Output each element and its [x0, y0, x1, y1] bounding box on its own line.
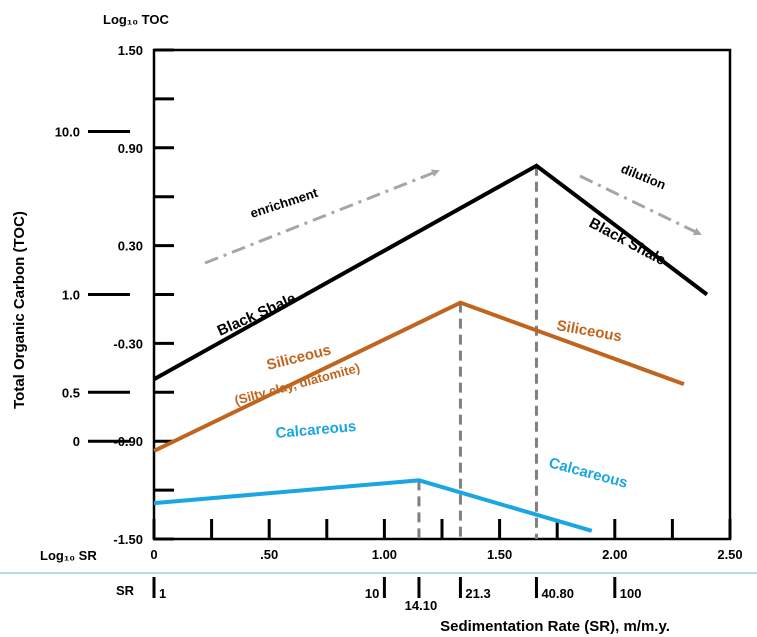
dilution-label: dilution — [619, 161, 668, 193]
series-line-black-shale — [153, 163, 709, 382]
x-axis-header: Log₁₀ SR — [40, 548, 97, 563]
sr-scale-label: 21.3 — [465, 586, 490, 601]
y-tick-label: -1.50 — [113, 532, 143, 547]
x-axis-ticks: 0 .50 1.00 1.50 2.00 2.50 — [150, 519, 743, 562]
x-axis-label: Sedimentation Rate (SR), m/m.y. — [440, 618, 670, 635]
x-tick-label: 1.50 — [487, 547, 512, 562]
sr-scale-label: 10 — [365, 586, 379, 601]
sr-scale-label: 40.80 — [541, 586, 574, 601]
sr-value-scale: 1 10 14.10 21.3 40.80 100 — [152, 577, 642, 613]
y-axis-label: Total Organic Carbon (TOC) — [11, 211, 28, 409]
y-axis-header: Log₁₀ TOC — [103, 12, 169, 27]
toc-scale-label: 10.0 — [55, 125, 80, 140]
calcareous-label-left: Calcareous — [275, 418, 357, 442]
toc-scale-label: 0.5 — [62, 385, 80, 400]
sr-row-label: SR — [116, 583, 135, 598]
x-tick-label: 1.00 — [372, 547, 397, 562]
enrichment-arrow — [204, 169, 440, 265]
series-lines — [153, 163, 709, 533]
y-tick-label: 1.50 — [118, 43, 143, 58]
y-axis-ticks: 1.500.900.30-0.30-0.90-1.50 — [113, 43, 174, 547]
siliceous-sublabel: (Silty clay, diatomite) — [233, 360, 362, 408]
y-tick-label: 0.90 — [118, 141, 143, 156]
calcareous-label-right: Calcareous — [547, 454, 630, 491]
sr-scale-label: 100 — [620, 586, 642, 601]
x-tick-label: 2.00 — [602, 547, 627, 562]
sr-scale-label: 1 — [159, 586, 166, 601]
toc-value-scale: 10.0 1.0 0.5 0 — [55, 125, 130, 449]
toc-scale-label: 0 — [73, 434, 80, 449]
series-line-calcareous — [153, 478, 593, 533]
x-tick-label: 0 — [150, 547, 157, 562]
black-shale-label-right: Black Shale — [586, 215, 668, 270]
x-tick-label: .50 — [260, 547, 278, 562]
black-shale-label-left: Black Shale — [215, 290, 299, 340]
series-line-siliceous — [153, 300, 685, 453]
peak-dropdown-lines — [417, 165, 538, 539]
y-tick-label: 0.30 — [118, 239, 143, 254]
plot-frame — [152, 48, 732, 541]
sr-scale-label: 14.10 — [405, 598, 438, 613]
dilution-arrow — [579, 174, 702, 236]
enrichment-label: enrichment — [248, 185, 320, 221]
toc-scale-label: 1.0 — [62, 288, 80, 303]
x-tick-label: 2.50 — [717, 547, 742, 562]
y-tick-label: -0.30 — [113, 336, 143, 351]
